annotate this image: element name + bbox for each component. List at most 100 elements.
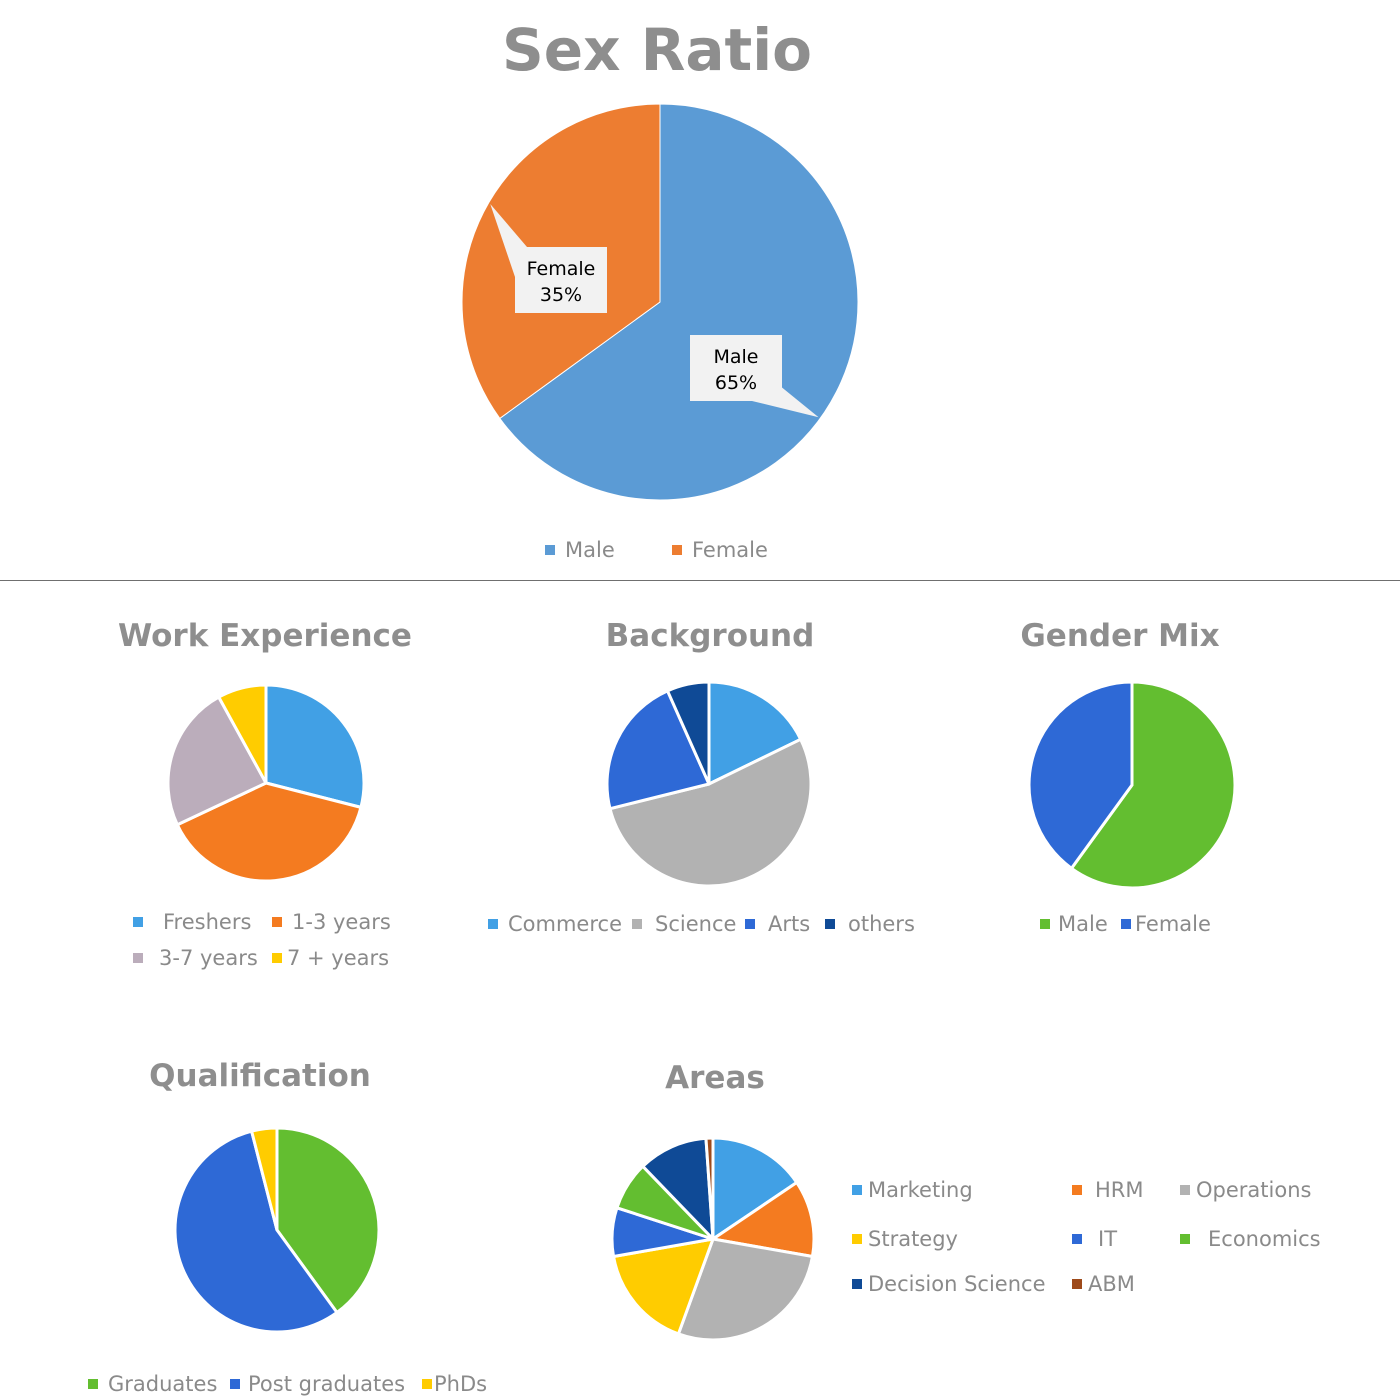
pie: [173, 1126, 381, 1334]
legend-item: Female: [1121, 912, 1211, 936]
legend-label: PhDs: [434, 1372, 488, 1396]
legend-swatch: [852, 1279, 862, 1289]
legend-label: Marketing: [868, 1178, 973, 1202]
legend-item: HRM: [1072, 1178, 1144, 1202]
pie-slice-strategy: [612, 1237, 715, 1336]
legend-swatch: [1040, 919, 1050, 929]
legend-swatch: [272, 917, 282, 927]
legend-swatch: [272, 953, 282, 963]
legend-swatch: [672, 545, 682, 555]
legend-label: others: [848, 912, 915, 936]
legend-item: 3-7 years: [133, 946, 258, 970]
legend-swatch: [1072, 1234, 1082, 1244]
work-experience-chart: Work Experience Freshers 1-3 years 3-7 y…: [100, 610, 430, 990]
legend-swatch: [632, 919, 642, 929]
legend-label: Male: [565, 538, 615, 562]
legend: Male Female: [990, 912, 1250, 942]
legend-item: Economics: [1180, 1227, 1321, 1251]
legend-label: 3-7 years: [159, 946, 258, 970]
legend-swatch: [1072, 1185, 1082, 1195]
legend-label: 1-3 years: [292, 910, 391, 934]
legend-swatch: [852, 1185, 862, 1195]
chart-title: Gender Mix: [1020, 618, 1220, 654]
pie-slice-female: [1027, 680, 1134, 870]
legend-label: Male: [1058, 912, 1108, 936]
legend-swatch: [488, 919, 498, 929]
legend-swatch: [825, 919, 835, 929]
legend-item: Male: [545, 538, 615, 562]
qualification-chart: Qualification Graduates Post graduates P…: [70, 1050, 487, 1400]
legend-item: Commerce: [488, 912, 622, 936]
pie-slice-7-years: [217, 683, 268, 785]
legend-label: 7 + years: [287, 946, 390, 970]
legend-swatch: [230, 1379, 240, 1389]
legend-item: Post graduates: [230, 1372, 405, 1396]
legend-label: Decision Science: [868, 1272, 1046, 1296]
legend-swatch: [545, 545, 555, 555]
legend: Male Female: [0, 538, 1400, 566]
legend-label: Strategy: [868, 1227, 958, 1251]
chart-title: Sex Ratio: [502, 16, 812, 84]
legend-label: Economics: [1208, 1227, 1321, 1251]
legend-item: 1-3 years: [272, 910, 391, 934]
legend-swatch: [1072, 1279, 1082, 1289]
data-label-category: Female: [527, 258, 596, 280]
legend-label: HRM: [1095, 1178, 1144, 1202]
legend: Freshers 1-3 years 3-7 years 7 + years: [100, 910, 430, 980]
pie: Male 65% Female 35%: [461, 103, 859, 501]
legend-item: others: [825, 912, 915, 936]
legend-swatch: [133, 917, 143, 927]
pie-slice-arts: [605, 689, 711, 811]
data-label-value: 35%: [540, 284, 582, 306]
pie-slice-science: [608, 737, 813, 888]
pie-slice-graduates: [275, 1126, 381, 1315]
legend-item: Female: [672, 538, 768, 562]
legend-item: ABM: [1072, 1272, 1135, 1296]
pie-slice-phds: [250, 1126, 279, 1232]
legend-item: PhDs: [422, 1372, 487, 1396]
legend-swatch: [1180, 1185, 1190, 1195]
legend-item: Marketing: [852, 1178, 973, 1202]
legend-label: IT: [1098, 1227, 1118, 1251]
chart-title: Qualification: [149, 1058, 371, 1094]
legend-swatch: [422, 1379, 432, 1389]
legend: Marketing HRM Operations Strategy IT Eco…: [852, 1178, 1352, 1328]
legend-swatch: [745, 919, 755, 929]
legend-label: Operations: [1196, 1178, 1312, 1202]
pie: [1027, 680, 1237, 890]
pie-slice-others: [666, 680, 711, 786]
pie-slice-post-graduates: [173, 1129, 339, 1334]
legend-swatch: [1180, 1234, 1190, 1244]
background-chart: Background Commerce Science Arts others: [480, 610, 940, 950]
legend-label: ABM: [1088, 1272, 1135, 1296]
legend-item: Operations: [1180, 1178, 1311, 1202]
legend: Graduates Post graduates PhDs: [70, 1372, 490, 1400]
data-label-callout: Female 35%: [490, 204, 607, 313]
pie-slice-hrm: [711, 1181, 816, 1259]
pie: [605, 680, 813, 888]
sex-ratio-chart: Sex Ratio Male 65% Female 35% Male Female: [0, 0, 1400, 580]
legend-label: Freshers: [163, 910, 252, 934]
legend-item: IT: [1072, 1227, 1117, 1251]
legend-swatch: [88, 1379, 98, 1389]
legend-item: Science: [632, 912, 736, 936]
pie-slice-operations: [676, 1237, 814, 1342]
pie-slice-abm: [704, 1136, 715, 1241]
legend-label: Arts: [768, 912, 811, 936]
legend-item: Graduates: [88, 1372, 217, 1396]
gender-mix-chart: Gender Mix Male Female: [990, 610, 1250, 950]
legend-item: Decision Science: [852, 1272, 1046, 1296]
legend-swatch: [1121, 919, 1131, 929]
pie-slice-1-3-years: [175, 781, 363, 883]
pie-slice-marketing: [711, 1136, 799, 1241]
legend-swatch: [852, 1234, 862, 1244]
legend-label: Graduates: [108, 1372, 218, 1396]
legend-label: Post graduates: [248, 1372, 406, 1396]
pie-slice-3-7-years: [166, 695, 268, 827]
legend-item: Freshers: [133, 910, 251, 934]
legend-label: Commerce: [508, 912, 622, 936]
legend: Commerce Science Arts others: [480, 912, 940, 942]
legend-item: Arts: [745, 912, 810, 936]
pie-slice-freshers: [264, 683, 366, 809]
legend-item: 7 + years: [272, 946, 389, 970]
